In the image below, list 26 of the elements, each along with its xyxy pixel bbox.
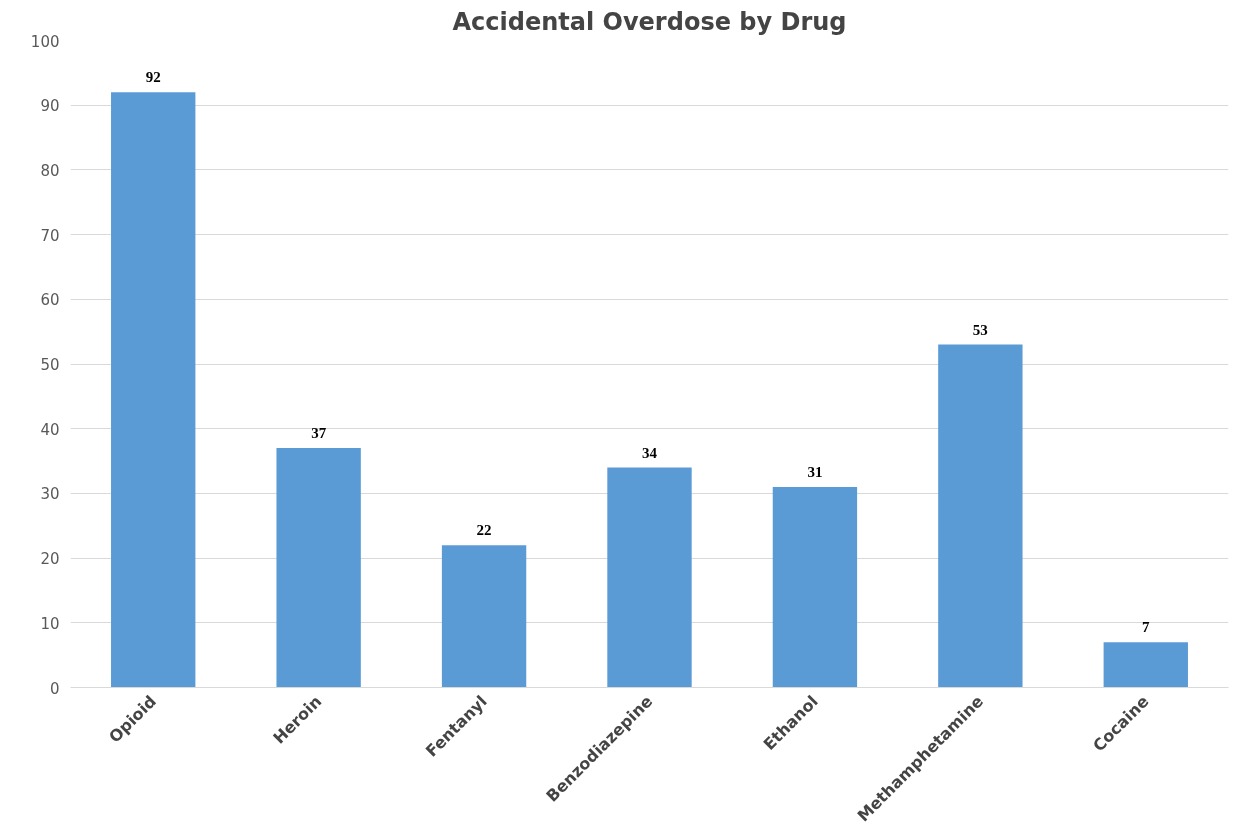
y-tick-label: 40 [40, 420, 60, 439]
data-label: 92 [145, 69, 161, 86]
bar [276, 448, 361, 688]
bar [772, 486, 858, 688]
y-tick-label: 70 [40, 226, 60, 245]
y-tick-label: 100 [30, 32, 60, 51]
bar [938, 344, 1023, 688]
bar [1103, 642, 1188, 688]
chart-title: Accidental Overdose by Drug [452, 7, 847, 36]
bar [607, 467, 692, 688]
y-tick-label: 80 [40, 161, 60, 180]
y-tick-label: 60 [40, 291, 60, 310]
bar [441, 545, 527, 688]
data-label: 53 [972, 321, 988, 338]
bar [111, 92, 196, 688]
data-label: 34 [642, 444, 658, 461]
data-label: 22 [476, 522, 492, 539]
data-label: 31 [807, 463, 823, 480]
y-tick-label: 0 [49, 679, 60, 698]
y-tick-label: 30 [40, 485, 60, 504]
y-tick-label: 10 [40, 614, 60, 633]
y-tick-label: 20 [40, 550, 60, 569]
y-tick-label: 90 [40, 97, 60, 116]
data-label: 7 [1142, 619, 1151, 636]
data-label: 37 [311, 425, 327, 442]
y-tick-label: 50 [40, 356, 60, 374]
